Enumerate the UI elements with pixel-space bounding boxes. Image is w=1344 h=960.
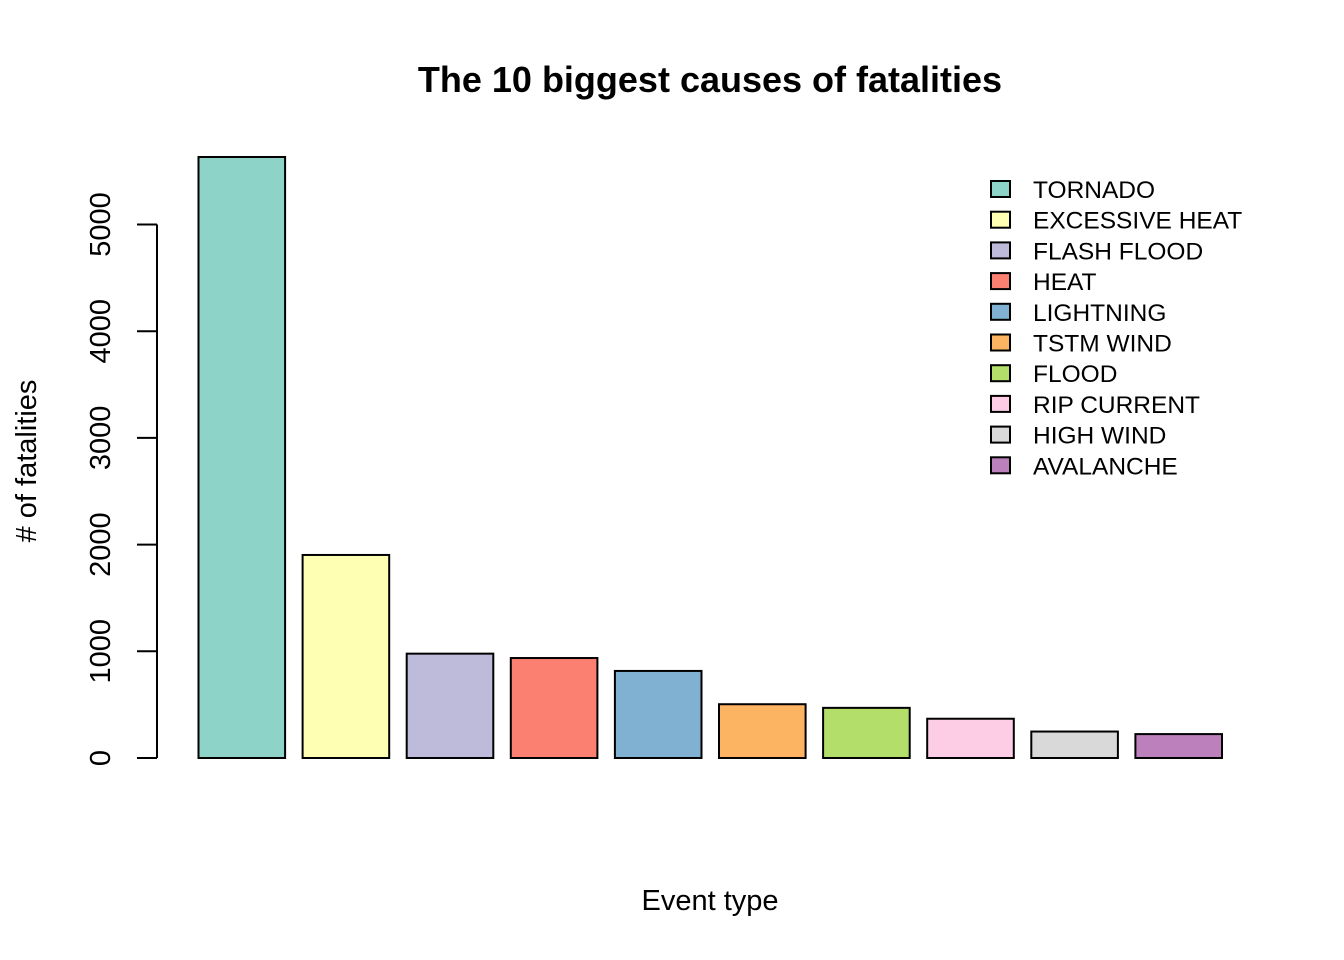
legend-swatch-heat	[990, 272, 1011, 291]
x-axis-label: Event type	[641, 885, 778, 917]
y-tick-label: 3000	[85, 406, 117, 471]
legend-label-excessive-heat: EXCESSIVE HEAT	[1033, 208, 1242, 235]
legend-label-rip-current: RIP CURRENT	[1033, 392, 1200, 419]
bars-group	[197, 156, 1224, 760]
legend-swatch-tstm-wind	[990, 333, 1011, 352]
legend-swatch-tornado	[990, 180, 1011, 198]
legend-swatch-excessive-heat	[990, 210, 1011, 229]
y-tick-label: 4000	[85, 299, 117, 364]
bar-tornado	[197, 156, 287, 759]
y-axis-label: # of fatalities	[11, 380, 43, 543]
y-axis: 0 1000 2000 3000 4000 5000	[85, 192, 158, 766]
y-tick-label: 5000	[85, 192, 117, 257]
y-tick-label: 0	[85, 750, 117, 766]
legend-label-flash-flood: FLASH FLOOD	[1033, 238, 1203, 265]
bar-flood	[822, 706, 911, 759]
bar-avalanche	[1134, 733, 1224, 759]
legend-swatch-flash-flood	[990, 241, 1011, 260]
legend-label-high-wind: HIGH WIND	[1033, 423, 1166, 450]
legend-label-tornado: TORNADO	[1033, 177, 1155, 204]
y-tick-label: 2000	[85, 512, 117, 577]
legend-swatch-high-wind	[990, 425, 1011, 444]
bar-excessive-heat	[301, 553, 391, 760]
legend-label-avalanche: AVALANCHE	[1033, 453, 1178, 480]
legend-swatch-flood	[990, 364, 1011, 383]
bar-heat	[509, 657, 599, 759]
legend-swatch-rip-current	[990, 394, 1011, 413]
y-tick-label: 1000	[85, 619, 117, 684]
legend-swatch-lightning	[990, 302, 1011, 321]
legend-label-lightning: LIGHTNING	[1033, 300, 1166, 327]
legend-swatch-avalanche	[990, 456, 1011, 475]
bar-high-wind	[1030, 730, 1119, 760]
chart-title: The 10 biggest causes of fatalities	[418, 59, 1002, 100]
bar-rip-current	[926, 717, 1015, 759]
bar-flash-flood	[405, 652, 495, 760]
legend-label-tstm-wind: TSTM WIND	[1033, 331, 1172, 358]
bar-lightning	[613, 669, 703, 760]
bar-tstm-wind	[718, 703, 807, 759]
legend-label-flood: FLOOD	[1033, 361, 1117, 388]
legend-label-heat: HEAT	[1033, 269, 1097, 296]
legend: TORNADO EXCESSIVE HEAT FLASH FLOOD HEAT LIGH…	[990, 177, 1242, 480]
